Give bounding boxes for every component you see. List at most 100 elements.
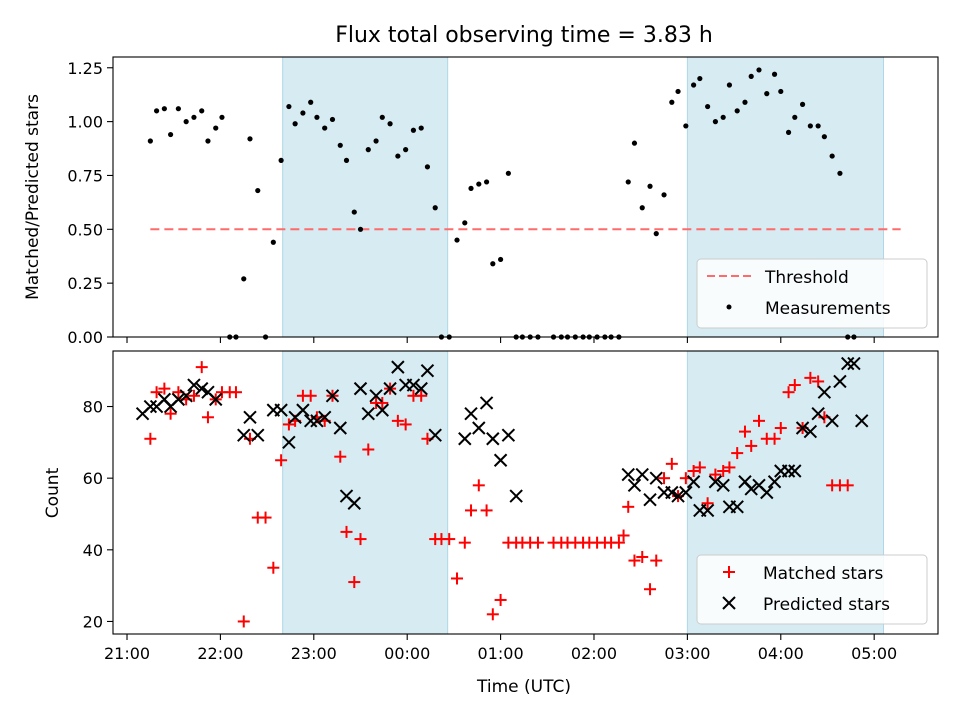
predicted-point (744, 482, 758, 496)
predicted-point (841, 356, 855, 371)
x-tick-label: 23:00 (291, 644, 337, 663)
legend-matched-label: Matched stars (763, 564, 883, 584)
matched-point (451, 572, 464, 585)
x-tick-label: 03:00 (664, 644, 710, 663)
predicted-point (383, 381, 397, 396)
legend-threshold-label: Threshold (764, 268, 849, 288)
measurement-point (314, 114, 320, 120)
measurement-point (205, 138, 211, 144)
measurement-point (373, 138, 379, 144)
measurement-point (675, 88, 681, 95)
measurement-point (247, 136, 253, 142)
x-tick-label: 01:00 (478, 644, 524, 663)
predicted-point (317, 410, 332, 424)
observing-window (282, 56, 449, 338)
x-tick-label: 05:00 (851, 644, 897, 663)
matched-point (658, 472, 671, 485)
matched-point (788, 379, 801, 392)
measurement-point (292, 121, 298, 127)
matched-point (782, 386, 795, 399)
measurement-point (424, 164, 431, 170)
predicted-point (420, 363, 435, 378)
measurement-point (432, 205, 438, 211)
y-axis-ticks: 20 40 60 80 (83, 398, 113, 631)
legend-box (696, 258, 928, 329)
predicted-point (621, 467, 635, 482)
measurement-point (792, 114, 798, 120)
matched-point (650, 554, 663, 567)
legend-box (696, 554, 928, 625)
matched-point (275, 454, 288, 467)
matched-point (636, 550, 649, 563)
matched-point (259, 511, 272, 524)
measurement-point (631, 140, 638, 146)
x-tick-label: 00:00 (384, 644, 430, 663)
predicted-point (375, 403, 389, 417)
predicted-point (195, 381, 209, 396)
matched-point (494, 593, 507, 606)
predicted-point (788, 464, 802, 478)
count-y-axis-label: Count (43, 467, 63, 518)
matched-point (731, 447, 744, 460)
matched-point (282, 418, 295, 431)
measurement-point (821, 134, 827, 140)
predicted-point (649, 471, 663, 485)
predicted-point (325, 389, 340, 403)
matched-point (150, 386, 163, 399)
y-tick-label: 80 (83, 398, 103, 417)
measurement-point (756, 67, 762, 73)
predicted-point (274, 403, 288, 417)
measurement-point (726, 82, 733, 88)
measurement-point (270, 239, 276, 245)
predicted-point (353, 381, 368, 396)
legend-predicted-swatch (722, 596, 736, 610)
measurement-point (483, 179, 490, 185)
measurement-point (365, 147, 371, 153)
measurement-point (175, 106, 181, 112)
matched-point (376, 396, 389, 409)
matched-point (812, 375, 825, 388)
y-tick-label: 20 (83, 612, 103, 631)
predicted-point (472, 421, 486, 435)
matched-point (617, 529, 630, 542)
ratio-legend: Threshold Measurements (696, 258, 928, 329)
predicted-point (406, 378, 421, 392)
ratio-panel: 0.00 0.25 0.50 0.75 1.00 1.25 Matched/Predict… (23, 56, 939, 347)
measurement-point (712, 119, 719, 125)
measurement-point (661, 192, 667, 198)
measurement-point (286, 103, 292, 110)
measurement-point (300, 110, 306, 116)
matched-point (768, 432, 781, 445)
measurement-point (337, 142, 343, 148)
matched-point (334, 450, 347, 463)
measurement-point (505, 170, 511, 176)
matched-point (443, 533, 456, 546)
measurement-point (357, 226, 364, 232)
measurement-point (153, 108, 160, 114)
matched-point (628, 554, 641, 567)
count-panel-frame (112, 350, 939, 635)
count-panel: 20 40 60 80 21:00 22:00 23:00 00:00 01:00 02:00 0… (43, 350, 939, 697)
measurement-point (653, 231, 659, 237)
predicted-point (855, 414, 869, 428)
predicted-point (479, 396, 494, 410)
y-tick-label: 60 (83, 469, 103, 488)
measurement-point (161, 106, 167, 112)
measurement-point (497, 256, 504, 263)
matched-point (267, 561, 280, 574)
legend-matched-swatch (723, 566, 735, 578)
predicted-point (143, 399, 158, 414)
matched-point (717, 465, 730, 478)
measurement-point (308, 99, 314, 105)
measurement-point (490, 261, 496, 267)
predicted-point (333, 421, 347, 435)
predicted-point (493, 453, 508, 467)
measurement-point (387, 121, 393, 127)
matched-point (774, 422, 787, 435)
count-legend: Matched stars Predicted stars (696, 554, 928, 625)
predicted-point (847, 356, 861, 371)
matched-point (187, 389, 200, 402)
x-tick-label: 22:00 (197, 644, 243, 663)
matched-point (164, 407, 177, 420)
